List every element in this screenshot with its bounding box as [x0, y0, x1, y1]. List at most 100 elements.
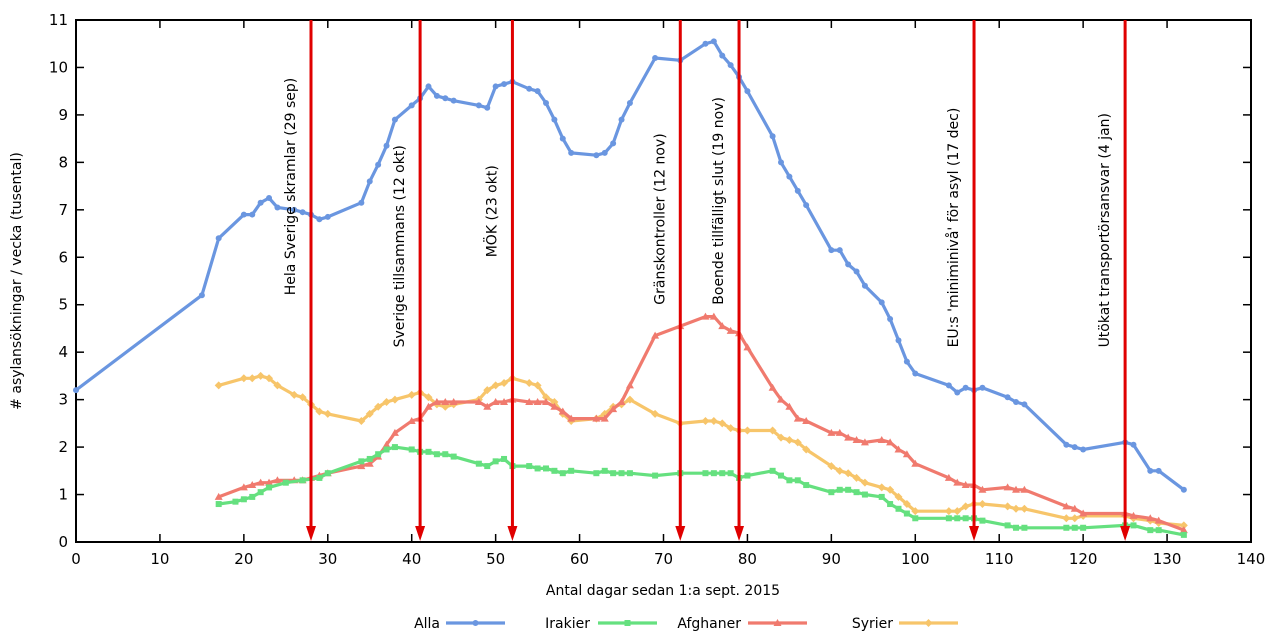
- data-point: [249, 493, 256, 500]
- data-point: [248, 374, 257, 383]
- data-point: [484, 104, 491, 111]
- data-point: [978, 485, 987, 493]
- data-point: [266, 484, 273, 491]
- data-point: [624, 620, 631, 626]
- data-point: [1021, 401, 1028, 408]
- data-point: [610, 470, 617, 477]
- data-point: [282, 479, 289, 486]
- x-tick-label: 120: [1069, 550, 1098, 568]
- data-point: [551, 116, 558, 123]
- data-point: [501, 81, 508, 88]
- data-point: [492, 458, 499, 465]
- data-point: [357, 462, 366, 470]
- x-tick-label: 50: [486, 550, 505, 568]
- data-point: [239, 483, 248, 491]
- data-point: [500, 379, 509, 388]
- data-point: [1071, 444, 1078, 451]
- x-tick-label: 40: [402, 550, 421, 568]
- data-point: [567, 414, 576, 422]
- data-point: [1155, 527, 1162, 534]
- data-point: [794, 477, 801, 484]
- data-point: [450, 97, 457, 104]
- y-tick-label: 5: [58, 296, 68, 314]
- data-point: [777, 433, 785, 442]
- data-point: [743, 343, 752, 351]
- data-point: [803, 482, 810, 489]
- data-point: [383, 142, 390, 149]
- y-tick-label: 9: [58, 106, 68, 124]
- data-point: [828, 247, 835, 254]
- data-point: [248, 481, 257, 489]
- event-label: MÖK (23 okt): [482, 165, 500, 257]
- event-label: Sverige tillsammans (12 okt): [392, 145, 408, 347]
- data-point: [827, 428, 836, 436]
- data-point: [853, 268, 860, 275]
- data-point: [1180, 486, 1187, 493]
- data-point: [827, 462, 836, 471]
- data-point: [1063, 441, 1070, 448]
- data-point: [299, 477, 306, 484]
- x-tick-label: 80: [738, 550, 757, 568]
- data-point: [442, 451, 449, 458]
- data-point: [718, 322, 727, 330]
- data-point: [542, 393, 550, 402]
- data-point: [407, 390, 416, 399]
- x-tick-label: 20: [234, 550, 253, 568]
- data-point: [1179, 526, 1188, 534]
- data-point: [618, 116, 625, 123]
- data-point: [652, 472, 659, 479]
- event-label: Hela Sverige skramlar (29 sep): [283, 78, 299, 295]
- data-point: [433, 451, 440, 458]
- data-point: [802, 416, 811, 424]
- data-point: [836, 486, 843, 493]
- data-point: [860, 478, 869, 487]
- data-point: [1179, 521, 1188, 530]
- data-point: [441, 398, 450, 406]
- data-point: [785, 402, 794, 410]
- data-point: [828, 489, 835, 496]
- data-point: [475, 102, 482, 109]
- data-point: [835, 466, 844, 475]
- data-point: [618, 470, 625, 477]
- data-point: [852, 435, 861, 443]
- data-point: [601, 467, 608, 474]
- data-point: [1130, 522, 1137, 529]
- data-point: [215, 501, 222, 508]
- data-point: [1147, 467, 1154, 474]
- data-point: [390, 395, 399, 404]
- y-tick-label: 11: [49, 11, 68, 29]
- data-point: [702, 470, 709, 477]
- data-point: [274, 204, 281, 211]
- data-point: [240, 211, 247, 218]
- data-point: [215, 235, 222, 242]
- series-line: [217, 445, 1186, 537]
- data-point: [1070, 504, 1079, 512]
- data-point: [450, 453, 457, 460]
- event-marker: Sverige tillsammans (12 okt): [392, 20, 426, 541]
- data-point: [391, 444, 398, 451]
- data-point: [214, 492, 223, 500]
- data-point: [803, 202, 810, 209]
- data-point: [526, 85, 533, 92]
- x-axis-title: Antal dagar sedan 1:a sept. 2015: [546, 583, 780, 599]
- data-point: [1063, 524, 1070, 531]
- data-point: [273, 476, 282, 484]
- data-point: [626, 470, 633, 477]
- data-point: [902, 450, 911, 458]
- data-point: [1146, 514, 1155, 522]
- data-point: [600, 414, 609, 422]
- data-point: [903, 358, 910, 365]
- data-point: [944, 507, 953, 516]
- data-point: [962, 384, 969, 391]
- data-point: [593, 152, 600, 159]
- legend-label: Afghaner: [677, 616, 741, 632]
- data-point: [323, 409, 332, 418]
- data-point: [836, 247, 843, 254]
- data-point: [894, 492, 903, 501]
- data-point: [953, 507, 962, 516]
- data-point: [844, 433, 853, 441]
- data-point: [1147, 527, 1154, 534]
- event-arrowhead: [507, 526, 518, 541]
- data-point: [559, 470, 566, 477]
